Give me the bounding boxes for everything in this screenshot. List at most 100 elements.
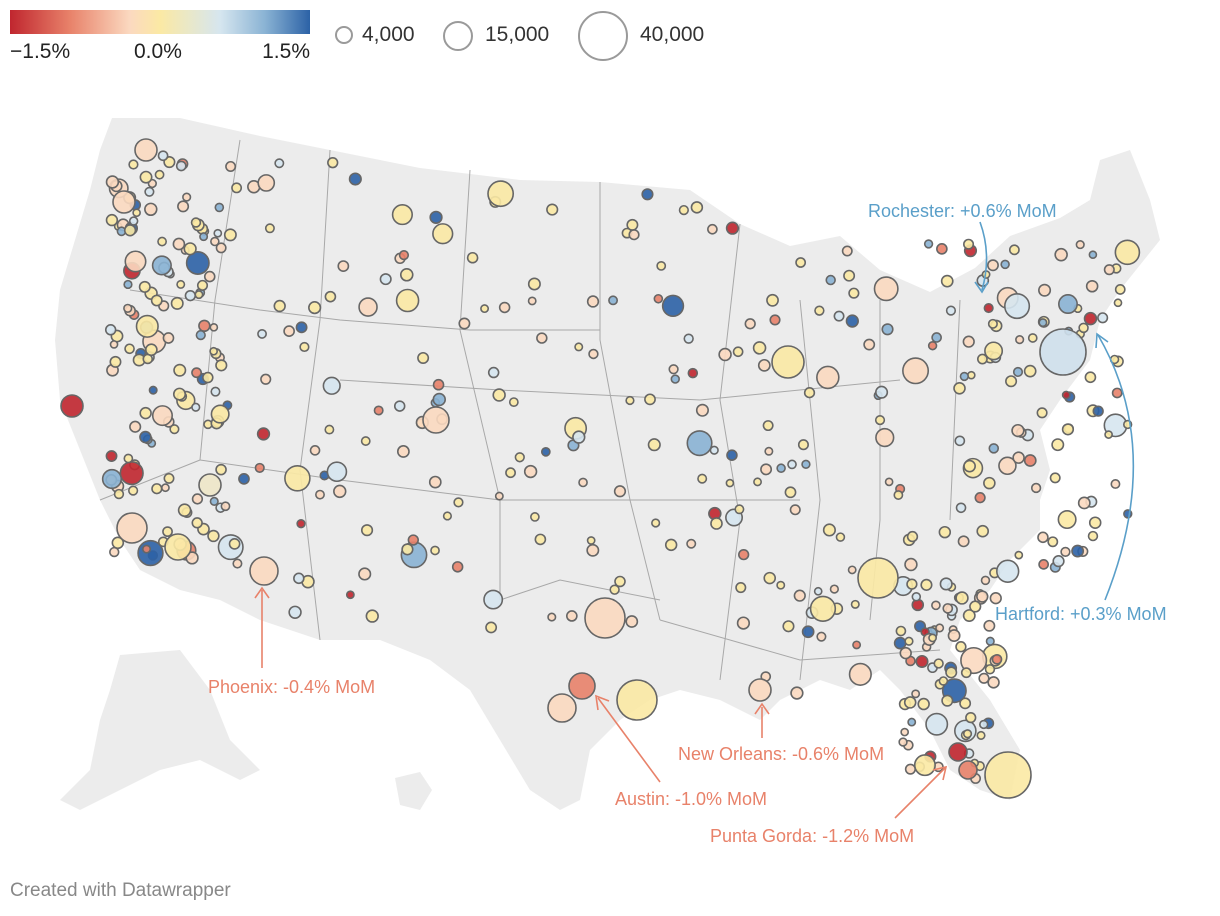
- city-bubble: [735, 581, 747, 594]
- city-bubble: [163, 472, 175, 484]
- annotation-arrows: [254, 221, 1135, 819]
- city-bubble: [976, 590, 989, 603]
- city-bubble: [1075, 239, 1085, 250]
- city-bubble: [710, 517, 723, 530]
- city-bubble: [566, 610, 578, 622]
- metro-bubble: [948, 742, 968, 762]
- annotation-new-orleans: New Orleans: -0.6% MoM: [678, 744, 885, 764]
- city-bubble: [656, 260, 667, 271]
- city-bubble: [1030, 482, 1042, 494]
- city-bubble: [498, 301, 511, 314]
- city-bubble: [978, 672, 990, 684]
- city-bubble: [309, 445, 321, 456]
- city-bubble: [938, 525, 952, 539]
- city-bubble: [852, 640, 862, 650]
- metro-bubble: [164, 533, 192, 561]
- color-legend: −1.5% 0.0% 1.5%: [10, 10, 310, 70]
- city-bubble: [764, 446, 774, 456]
- hartford-arrowhead: [1095, 332, 1109, 349]
- city-bubble: [628, 229, 640, 241]
- city-bubble: [816, 365, 840, 390]
- city-bubble: [260, 373, 272, 385]
- city-bubble: [940, 274, 954, 288]
- city-bubble: [959, 697, 972, 710]
- city-bubble: [626, 218, 639, 231]
- city-bubble: [738, 549, 750, 561]
- city-bubble: [105, 175, 120, 189]
- city-bubble: [327, 157, 339, 169]
- city-bubble: [898, 737, 908, 747]
- city-bubble: [315, 489, 325, 500]
- city-bubble: [215, 463, 227, 476]
- city-bubble: [299, 341, 310, 353]
- city-bubble: [863, 338, 876, 351]
- city-bubble: [907, 717, 917, 727]
- city-bubble: [984, 664, 996, 675]
- city-bubble: [257, 328, 267, 339]
- city-bubble: [884, 477, 894, 487]
- city-bubble: [360, 524, 374, 537]
- city-bubble: [985, 636, 995, 646]
- city-bubble: [536, 332, 548, 344]
- city-bubble: [801, 459, 811, 470]
- city-bubble: [941, 694, 954, 707]
- city-bubble: [945, 305, 957, 316]
- city-bubble: [109, 355, 122, 368]
- city-bubble: [104, 324, 117, 336]
- annotation-austin: Austin: -1.0% MoM: [615, 789, 768, 809]
- city-bubble: [732, 346, 744, 358]
- city-bubble: [843, 269, 856, 282]
- rochester-arrow: [979, 221, 988, 291]
- city-bubble: [816, 631, 827, 642]
- city-bubble: [220, 501, 231, 512]
- city-bubble: [442, 511, 453, 521]
- city-bubble: [762, 420, 774, 432]
- city-bubble: [198, 319, 211, 333]
- city-bubble: [264, 223, 275, 234]
- city-bubble: [508, 397, 519, 408]
- city-bubble: [776, 463, 786, 473]
- city-bubble: [137, 539, 164, 567]
- city-bubbles: [60, 138, 1141, 799]
- city-bubble: [987, 318, 998, 329]
- city-bubble: [161, 483, 170, 493]
- city-bubble: [1012, 366, 1024, 378]
- city-bubble: [760, 463, 773, 476]
- city-bubble: [527, 296, 537, 306]
- city-bubble: [191, 493, 204, 505]
- city-bubble: [1004, 293, 1031, 320]
- city-bubble: [190, 217, 202, 228]
- city-bubble: [931, 600, 941, 611]
- city-bubble: [686, 430, 713, 457]
- city-bubble: [109, 340, 119, 349]
- city-bubble: [893, 636, 907, 650]
- city-bubble: [530, 512, 540, 522]
- city-bubble: [954, 435, 966, 447]
- city-bubble: [324, 424, 335, 435]
- city-bubble: [176, 279, 186, 289]
- city-bubble: [154, 169, 165, 180]
- city-bubble: [988, 443, 1000, 454]
- city-bubble: [132, 208, 141, 218]
- city-bubble: [697, 473, 708, 484]
- city-bubble: [379, 273, 392, 286]
- city-bubble: [900, 727, 910, 737]
- city-bubble: [904, 763, 917, 775]
- city-bubble: [453, 497, 464, 508]
- city-bubble: [875, 427, 895, 448]
- city-bubble: [540, 446, 551, 457]
- city-bubble: [119, 460, 144, 486]
- city-bubble: [432, 378, 445, 391]
- city-bubble: [734, 504, 745, 515]
- city-bubble: [348, 172, 362, 186]
- color-scale-bar: [10, 10, 310, 34]
- city-bubble: [213, 228, 223, 238]
- city-bubble: [687, 367, 699, 379]
- size-label-large: 40,000: [640, 23, 705, 46]
- city-bubble: [1114, 239, 1141, 266]
- city-bubble: [228, 538, 241, 550]
- city-bubble: [257, 174, 276, 192]
- city-bubble: [829, 584, 840, 594]
- city-bubble: [1078, 322, 1089, 334]
- city-bubble: [487, 180, 515, 208]
